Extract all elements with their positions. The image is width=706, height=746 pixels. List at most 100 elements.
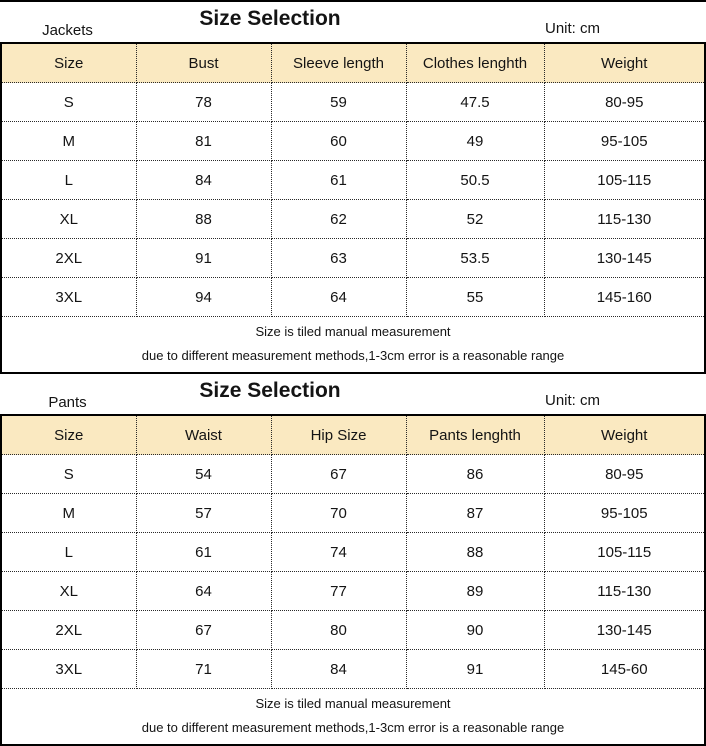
- header-row: Size Bust Sleeve length Clothes lenghth Weig…: [0, 42, 706, 83]
- value-cell: 105-115: [543, 160, 706, 200]
- value-cell: 115-130: [543, 199, 706, 239]
- value-cell: 88: [135, 199, 272, 239]
- table-row: 3XL 71 84 91 145-60: [0, 649, 706, 689]
- note-line: due to different measurement methods,1-3…: [141, 348, 565, 363]
- table-row: 3XL 94 64 55 145-160: [0, 277, 706, 317]
- value-cell: 47.5: [405, 82, 545, 122]
- value-cell: 59: [270, 82, 407, 122]
- value-cell: 86: [405, 454, 545, 494]
- size-cell: S: [0, 454, 137, 494]
- size-cell: M: [0, 121, 137, 161]
- value-cell: 115-130: [543, 571, 706, 611]
- garment-label: Jackets: [42, 22, 93, 39]
- column-header: Size: [0, 414, 137, 455]
- table-row: S 54 67 86 80-95: [0, 454, 706, 494]
- notes-cell: Size is tiled manual measurement due to d…: [0, 316, 706, 374]
- table-row: 2XL 91 63 53.5 130-145: [0, 238, 706, 278]
- sheet-title: Size Selection: [199, 379, 341, 402]
- value-cell: 52: [405, 199, 545, 239]
- value-cell: 70: [270, 493, 407, 533]
- size-cell: 2XL: [0, 610, 137, 650]
- value-cell: 91: [135, 238, 272, 278]
- value-cell: 77: [270, 571, 407, 611]
- value-cell: 53.5: [405, 238, 545, 278]
- value-cell: 57: [135, 493, 272, 533]
- size-cell: L: [0, 532, 137, 572]
- note-line: Size is tiled manual measurement: [255, 324, 451, 339]
- unit-label: Unit: cm: [545, 20, 601, 37]
- unit-label: Unit: cm: [545, 392, 601, 409]
- value-cell: 54: [135, 454, 272, 494]
- title-row: Jackets Size Selection Unit: cm: [0, 2, 706, 42]
- size-table: Size Waist Hip Size Pants lenghth Weight S 54…: [0, 414, 706, 746]
- size-table: Size Bust Sleeve length Clothes lenghth Weig…: [0, 42, 706, 374]
- size-cell: 2XL: [0, 238, 137, 278]
- column-header: Waist: [135, 414, 272, 455]
- size-cell: XL: [0, 571, 137, 611]
- size-chart-section: Jackets Size Selection Unit: cm Size Bust…: [0, 2, 706, 374]
- column-header: Hip Size: [270, 414, 407, 455]
- column-header: Size: [0, 42, 137, 83]
- value-cell: 130-145: [543, 610, 706, 650]
- size-cell: M: [0, 493, 137, 533]
- value-cell: 80-95: [543, 454, 706, 494]
- top-border-line: [0, 0, 706, 2]
- value-cell: 61: [270, 160, 407, 200]
- value-cell: 130-145: [543, 238, 706, 278]
- value-cell: 71: [135, 649, 272, 689]
- size-chart-section: Pants Size Selection Unit: cm Size Waist H…: [0, 374, 706, 746]
- table-row: 2XL 67 80 90 130-145: [0, 610, 706, 650]
- table-row: S 78 59 47.5 80-95: [0, 82, 706, 122]
- column-header: Weight: [543, 42, 706, 83]
- value-cell: 78: [135, 82, 272, 122]
- size-cell: L: [0, 160, 137, 200]
- garment-label: Pants: [48, 394, 87, 411]
- value-cell: 61: [135, 532, 272, 572]
- value-cell: 90: [405, 610, 545, 650]
- value-cell: 62: [270, 199, 407, 239]
- value-cell: 67: [135, 610, 272, 650]
- notes-row: Size is tiled manual measurement due to d…: [0, 688, 706, 746]
- table-row: M 57 70 87 95-105: [0, 493, 706, 533]
- column-header: Pants lenghth: [405, 414, 545, 455]
- column-header: Clothes lenghth: [405, 42, 545, 83]
- value-cell: 89: [405, 571, 545, 611]
- column-header: Bust: [135, 42, 272, 83]
- table-row: M 81 60 49 95-105: [0, 121, 706, 161]
- value-cell: 94: [135, 277, 272, 317]
- column-header: Weight: [543, 414, 706, 455]
- value-cell: 80-95: [543, 82, 706, 122]
- notes-cell: Size is tiled manual measurement due to d…: [0, 688, 706, 746]
- value-cell: 88: [405, 532, 545, 572]
- table-row: XL 88 62 52 115-130: [0, 199, 706, 239]
- value-cell: 81: [135, 121, 272, 161]
- value-cell: 49: [405, 121, 545, 161]
- size-cell: 3XL: [0, 277, 137, 317]
- value-cell: 74: [270, 532, 407, 572]
- value-cell: 64: [135, 571, 272, 611]
- value-cell: 55: [405, 277, 545, 317]
- value-cell: 95-105: [543, 121, 706, 161]
- value-cell: 87: [405, 493, 545, 533]
- value-cell: 145-60: [543, 649, 706, 689]
- notes-row: Size is tiled manual measurement due to d…: [0, 316, 706, 374]
- value-cell: 105-115: [543, 532, 706, 572]
- value-cell: 84: [135, 160, 272, 200]
- table-row: XL 64 77 89 115-130: [0, 571, 706, 611]
- size-cell: XL: [0, 199, 137, 239]
- table-row: L 61 74 88 105-115: [0, 532, 706, 572]
- value-cell: 60: [270, 121, 407, 161]
- value-cell: 84: [270, 649, 407, 689]
- value-cell: 50.5: [405, 160, 545, 200]
- value-cell: 145-160: [543, 277, 706, 317]
- column-header: Sleeve length: [270, 42, 407, 83]
- table-row: L 84 61 50.5 105-115: [0, 160, 706, 200]
- title-row: Pants Size Selection Unit: cm: [0, 374, 706, 414]
- note-line: due to different measurement methods,1-3…: [141, 720, 565, 735]
- value-cell: 67: [270, 454, 407, 494]
- header-row: Size Waist Hip Size Pants lenghth Weight: [0, 414, 706, 455]
- value-cell: 95-105: [543, 493, 706, 533]
- value-cell: 64: [270, 277, 407, 317]
- note-line: Size is tiled manual measurement: [255, 696, 451, 711]
